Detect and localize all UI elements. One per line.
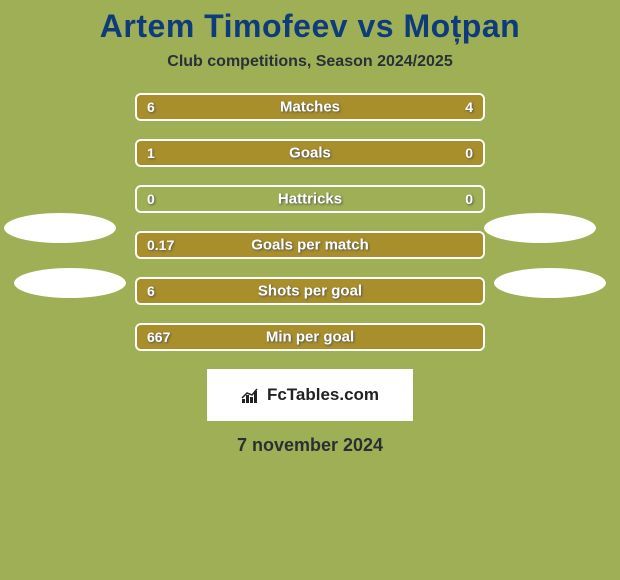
stat-value-right: 4 xyxy=(465,99,473,115)
stat-label: Matches xyxy=(280,99,340,116)
stat-value-right: 0 xyxy=(465,191,473,207)
stat-row: 1 0 Goals xyxy=(135,139,485,167)
stat-row: 667 Min per goal xyxy=(135,323,485,351)
stat-value-left: 1 xyxy=(147,145,155,161)
stat-row: 6 Shots per goal xyxy=(135,277,485,305)
page-title: Artem Timofeev vs Moțpan xyxy=(0,0,620,45)
comparison-chart: 6 4 Matches 1 0 Goals 0 0 Hattricks 0.17 Goals per… xyxy=(0,93,620,351)
stat-value-left: 0 xyxy=(147,191,155,207)
fctables-logo-icon xyxy=(241,387,263,403)
stat-value-left: 6 xyxy=(147,283,155,299)
stat-value-left: 0.17 xyxy=(147,237,174,253)
stat-label: Hattricks xyxy=(278,191,342,208)
stat-value-right: 0 xyxy=(465,145,473,161)
stat-row: 0.17 Goals per match xyxy=(135,231,485,259)
page-subtitle: Club competitions, Season 2024/2025 xyxy=(0,53,620,71)
player-badge-right xyxy=(484,213,596,243)
stat-value-left: 6 xyxy=(147,99,155,115)
stat-label: Shots per goal xyxy=(258,283,362,300)
stat-label: Goals xyxy=(289,145,331,162)
stat-row: 0 0 Hattricks xyxy=(135,185,485,213)
player-badge-left xyxy=(14,268,126,298)
stat-row: 6 4 Matches xyxy=(135,93,485,121)
stat-bar-left xyxy=(137,141,400,165)
stat-label: Min per goal xyxy=(266,329,354,346)
branding-badge: FcTables.com xyxy=(207,369,413,421)
stat-bar-right xyxy=(345,95,483,119)
player-badge-left xyxy=(4,213,116,243)
stat-label: Goals per match xyxy=(251,237,369,254)
player-badge-right xyxy=(494,268,606,298)
snapshot-date: 7 november 2024 xyxy=(0,435,620,456)
stat-value-left: 667 xyxy=(147,329,170,345)
branding-text: FcTables.com xyxy=(267,385,379,405)
